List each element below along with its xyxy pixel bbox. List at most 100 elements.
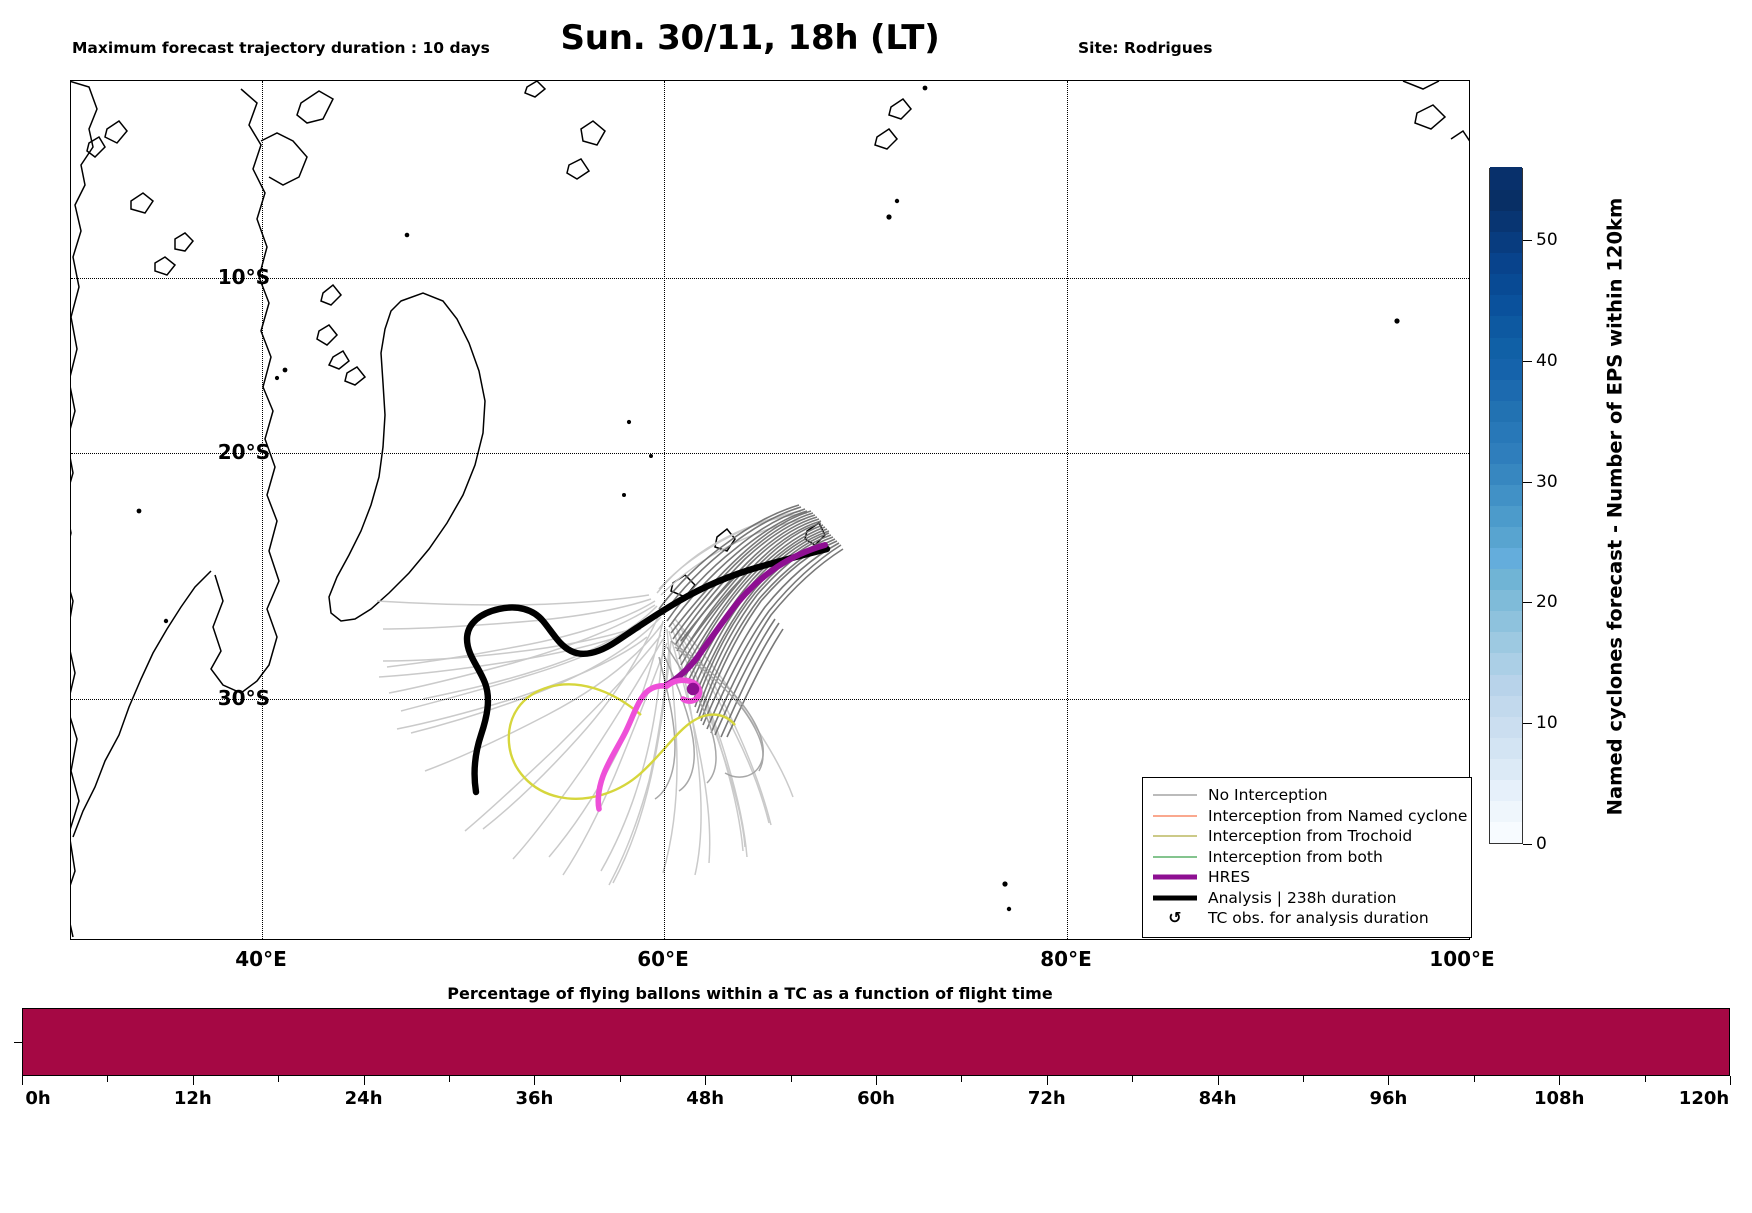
map-legend: No Interception Interception from Named … [1142, 777, 1472, 938]
legend-label: Analysis | 238h duration [1208, 888, 1397, 907]
eps-ensemble-trajectories [376, 510, 808, 886]
legend-label: Interception from both [1208, 847, 1383, 866]
bottom-axis-tick-label-9: 108h [1533, 1088, 1585, 1109]
bottom-axis-tick [192, 1076, 194, 1085]
bottom-axis-tick [876, 1076, 877, 1085]
colorbar-tick [1523, 482, 1532, 483]
legend-label: Interception from Named cyclone [1208, 806, 1468, 825]
colorbar-segment [1490, 271, 1522, 296]
legend-line-swatch [1153, 829, 1197, 843]
colorbar-segment [1490, 798, 1522, 822]
colorbar-segment [1490, 461, 1522, 485]
bottom-axis-minor-tick [790, 1076, 792, 1082]
ytick-label-30s: 30°S [217, 686, 270, 710]
bottom-axis-minor-tick [1473, 1076, 1475, 1082]
bottom-axis-tick [363, 1076, 365, 1085]
legend-item-no-interception[interactable]: No Interception [1153, 785, 1461, 806]
colorbar-segment [1490, 335, 1522, 359]
colorbar-segment [1490, 587, 1522, 612]
xtick-label-40e: 40°E [235, 947, 287, 971]
colorbar-tick [1523, 723, 1532, 724]
trochoid-trajectory [507, 683, 736, 800]
colorbar-segment [1490, 545, 1522, 570]
legend-item-interception-trochoid[interactable]: Interception from Trochoid [1153, 826, 1461, 847]
bottom-left-tick [14, 1042, 23, 1043]
bottom-axis-tick [1730, 1076, 1731, 1085]
colorbar-segment [1490, 503, 1522, 528]
colorbar-title: Named cyclones forecast - Number of EPS … [1603, 197, 1627, 815]
gridline-lat-30s [71, 699, 1469, 700]
colorbar-segment [1490, 756, 1522, 780]
gridline-lon-40e [262, 81, 263, 939]
island-dots [136, 85, 1400, 912]
bottom-bar-axis [22, 1008, 1730, 1076]
legend-item-interception-named-cyclone[interactable]: Interception from Named cyclone [1153, 806, 1467, 827]
legend-item-tc-observation[interactable]: ↺ TC obs. for analysis duration [1153, 908, 1461, 929]
bottom-axis-tick-label-2: 24h [344, 1088, 383, 1109]
bottom-axis-minor-tick [1303, 1076, 1304, 1082]
colorbar-tick-label-20: 20 [1536, 592, 1558, 612]
colorbar-gradient [1489, 166, 1523, 844]
colorbar-segment [1490, 714, 1522, 738]
legend-line-swatch [1153, 809, 1197, 823]
colorbar-tick [1523, 240, 1532, 241]
site-text: Site: Rodrigues [1078, 39, 1213, 57]
colorbar-segment [1490, 293, 1522, 317]
colorbar-tick-label-50: 50 [1536, 230, 1558, 250]
colorbar-segment [1490, 630, 1522, 654]
bottom-axis-minor-tick [961, 1076, 963, 1082]
legend-item-hres[interactable]: HRES [1153, 867, 1461, 888]
colorbar-segment [1490, 608, 1522, 633]
legend-line-swatch [1153, 891, 1197, 905]
legend-item-analysis[interactable]: Analysis | 238h duration [1153, 888, 1461, 909]
bottom-axis-tick-label-3: 36h [515, 1088, 554, 1109]
colorbar-segment [1490, 398, 1522, 422]
xtick-label-80e: 80°E [1040, 947, 1092, 971]
bottom-axis-tick [534, 1076, 536, 1085]
colorbar-tick-label-40: 40 [1536, 351, 1558, 371]
colorbar-tick-label-10: 10 [1536, 713, 1558, 733]
xtick-label-60e: 60°E [637, 947, 689, 971]
bottom-axis-minor-tick [1644, 1076, 1646, 1082]
colorbar-segment [1490, 356, 1522, 380]
colorbar-segment [1490, 482, 1522, 506]
bottom-axis-tick [22, 1076, 23, 1085]
gridline-lat-20s [71, 453, 1469, 454]
colorbar-segment [1490, 524, 1522, 549]
colorbar-segment [1490, 166, 1522, 191]
map-svg [71, 81, 1469, 938]
page-title: Sun. 30/11, 18h (LT) [560, 18, 940, 58]
bottom-chart-title: Percentage of flying ballons within a TC… [447, 984, 1053, 1003]
gridline-lat-10s [71, 278, 1469, 279]
colorbar-tick [1523, 844, 1532, 845]
bottom-axis-minor-tick [107, 1076, 109, 1082]
bottom-axis-tick [1559, 1076, 1561, 1085]
bottom-axis-tick-label-1: 12h [173, 1088, 212, 1109]
xtick-label-100e: 100°E [1429, 947, 1495, 971]
hres-trajectory [662, 542, 828, 689]
bottom-axis-tick-label-5: 60h [857, 1088, 895, 1109]
bottom-axis-tick-label-6: 72h [1027, 1088, 1066, 1109]
colorbar-tick [1523, 361, 1532, 362]
colorbar-tick-label-30: 30 [1536, 472, 1558, 492]
bottom-axis-tick [1388, 1076, 1390, 1085]
ytick-label-10s: 10°S [217, 265, 270, 289]
bottom-axis-minor-tick [278, 1076, 280, 1082]
colorbar-tick-label-0: 0 [1536, 834, 1547, 854]
colorbar-segment [1490, 440, 1522, 464]
colorbar-segment [1490, 777, 1522, 801]
bottom-axis-tick-label-0: 0h [25, 1088, 51, 1109]
legend-item-interception-both[interactable]: Interception from both [1153, 847, 1461, 868]
bottom-axis-minor-tick [1132, 1076, 1134, 1082]
colorbar-segment [1490, 651, 1522, 675]
colorbar-segment [1490, 187, 1522, 212]
bottom-bar-fill [23, 1009, 1729, 1075]
tc-observation-marker [686, 682, 700, 696]
bottom-axis-tick-label-7: 84h [1198, 1088, 1237, 1109]
legend-label: No Interception [1208, 786, 1328, 805]
colorbar: 0 10 20 30 40 50 [1489, 166, 1558, 854]
bottom-axis-minor-tick [449, 1076, 450, 1082]
legend-line-swatch [1153, 870, 1197, 884]
legend-label: Interception from Trochoid [1208, 827, 1413, 846]
colorbar-segment [1490, 250, 1522, 275]
